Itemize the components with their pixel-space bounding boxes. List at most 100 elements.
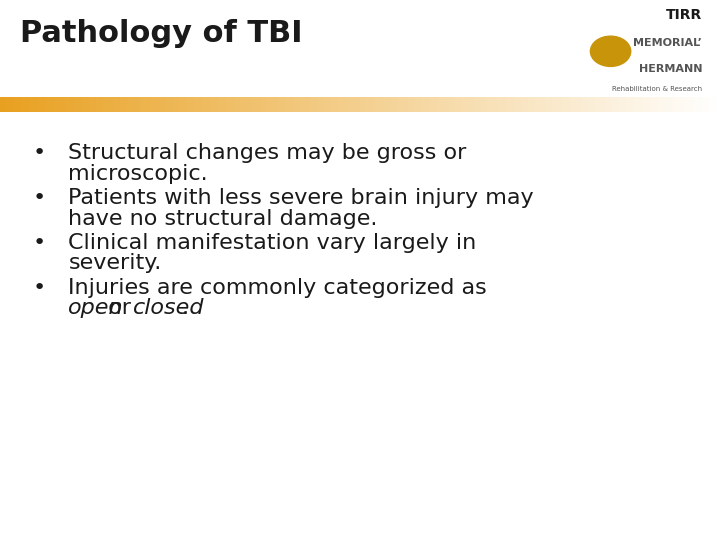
Bar <box>115 97 118 112</box>
Bar <box>79 97 82 112</box>
Bar <box>715 97 719 112</box>
Bar <box>259 97 262 112</box>
Text: have no structural damage.: have no structural damage. <box>68 208 378 228</box>
Bar <box>276 97 279 112</box>
Bar <box>675 97 678 112</box>
Bar <box>693 97 697 112</box>
Bar <box>590 97 593 112</box>
Bar <box>257 97 260 112</box>
Bar <box>653 97 656 112</box>
Bar <box>99 97 102 112</box>
Bar <box>122 97 125 112</box>
Bar <box>367 97 370 112</box>
Bar <box>343 97 346 112</box>
Text: TIRR: TIRR <box>666 8 702 22</box>
Bar <box>564 97 567 112</box>
Bar <box>689 97 692 112</box>
Bar <box>413 97 416 112</box>
Bar <box>418 97 420 112</box>
Bar <box>499 97 503 112</box>
Bar <box>261 97 265 112</box>
Bar <box>81 97 85 112</box>
Bar <box>173 97 176 112</box>
Bar <box>480 97 483 112</box>
Bar <box>252 97 255 112</box>
Bar <box>189 97 193 112</box>
Bar <box>230 97 233 112</box>
Bar <box>43 97 46 112</box>
Bar <box>125 97 128 112</box>
Bar <box>142 97 145 112</box>
Bar <box>36 97 39 112</box>
Bar <box>686 97 690 112</box>
Bar <box>516 97 519 112</box>
Bar <box>526 97 528 112</box>
Bar <box>108 97 111 112</box>
Bar <box>410 97 413 112</box>
Bar <box>225 97 229 112</box>
Bar <box>65 97 68 112</box>
Bar <box>398 97 402 112</box>
Bar <box>223 97 226 112</box>
Bar <box>163 97 166 112</box>
Bar <box>502 97 505 112</box>
Bar <box>557 97 560 112</box>
Bar <box>708 97 711 112</box>
Bar <box>657 97 661 112</box>
Bar <box>665 97 668 112</box>
Bar <box>701 97 704 112</box>
Bar <box>696 97 699 112</box>
Bar <box>297 97 301 112</box>
Bar <box>521 97 524 112</box>
Bar <box>394 97 397 112</box>
Bar <box>607 97 611 112</box>
Bar <box>50 97 53 112</box>
Bar <box>362 97 366 112</box>
Bar <box>617 97 620 112</box>
Text: .: . <box>181 299 189 319</box>
Text: Pathology of TBI: Pathology of TBI <box>20 19 303 48</box>
Bar <box>531 97 534 112</box>
Bar <box>646 97 649 112</box>
Bar <box>156 97 159 112</box>
Text: MEMORIAL’: MEMORIAL’ <box>633 38 702 48</box>
Bar <box>506 97 510 112</box>
Bar <box>166 97 168 112</box>
Text: •: • <box>33 143 46 163</box>
Bar <box>595 97 598 112</box>
Bar <box>423 97 426 112</box>
Bar <box>384 97 387 112</box>
Bar <box>711 97 714 112</box>
Bar <box>94 97 96 112</box>
Bar <box>401 97 404 112</box>
Bar <box>96 97 99 112</box>
Bar <box>158 97 161 112</box>
Bar <box>38 97 42 112</box>
Bar <box>567 97 570 112</box>
Circle shape <box>590 36 631 66</box>
Bar <box>382 97 384 112</box>
Bar <box>74 97 78 112</box>
Bar <box>698 97 701 112</box>
Bar <box>324 97 327 112</box>
Bar <box>518 97 521 112</box>
Bar <box>542 97 546 112</box>
Bar <box>578 97 582 112</box>
Bar <box>621 97 625 112</box>
Bar <box>312 97 315 112</box>
Bar <box>240 97 243 112</box>
Bar <box>149 97 152 112</box>
Bar <box>576 97 579 112</box>
Bar <box>641 97 644 112</box>
Bar <box>554 97 557 112</box>
Bar <box>612 97 615 112</box>
Bar <box>552 97 555 112</box>
Bar <box>549 97 553 112</box>
Bar <box>178 97 181 112</box>
Bar <box>300 97 303 112</box>
Bar <box>84 97 87 112</box>
Bar <box>127 97 130 112</box>
Bar <box>151 97 154 112</box>
Bar <box>17 97 20 112</box>
Bar <box>329 97 332 112</box>
